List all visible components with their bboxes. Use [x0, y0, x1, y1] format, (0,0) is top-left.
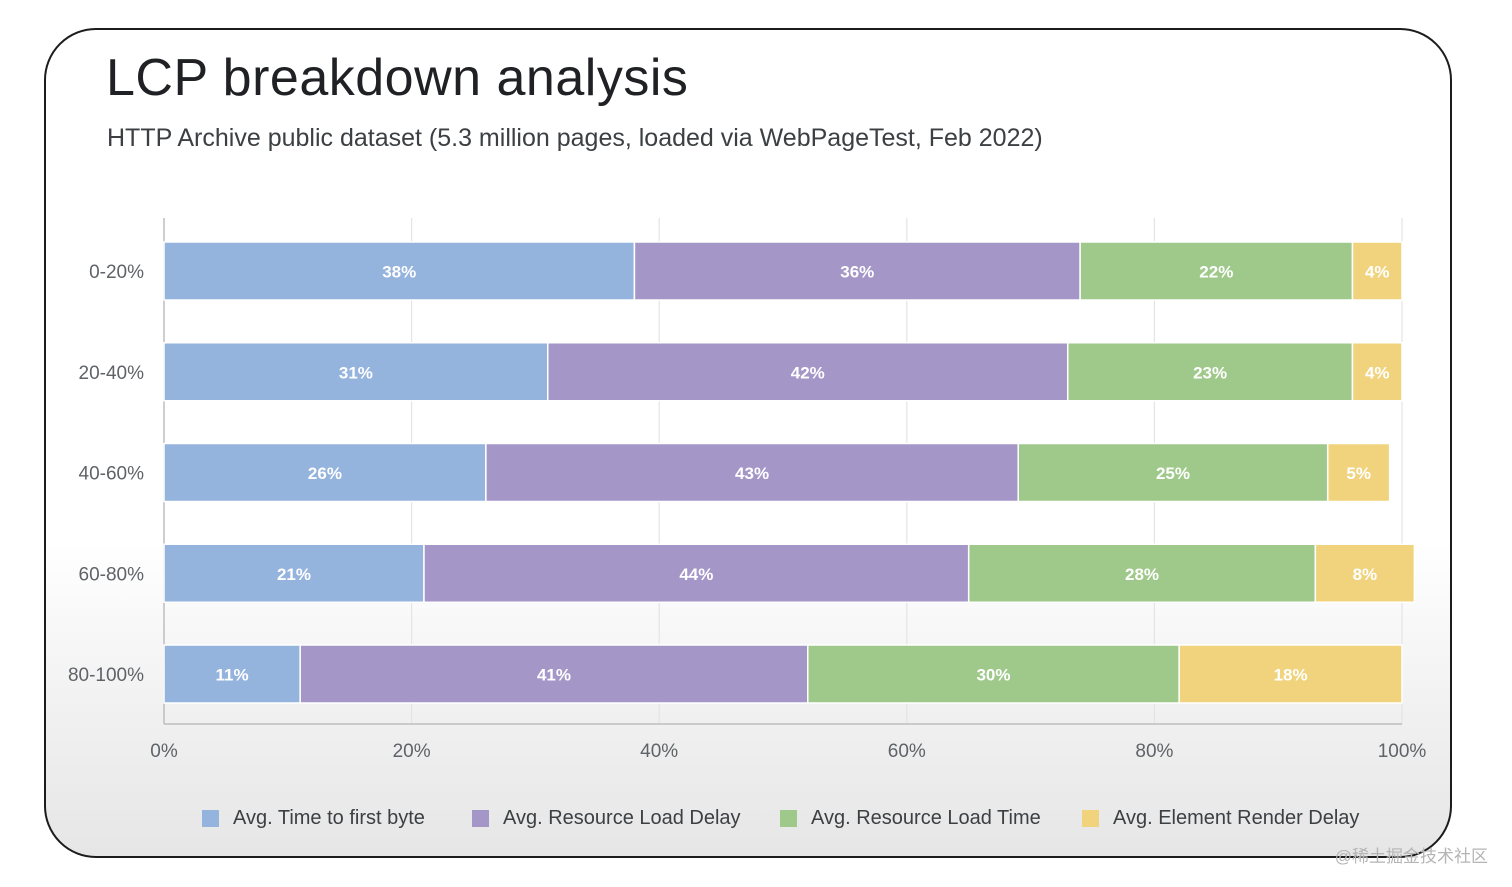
y-tick-label-40-60%: 40-60%	[79, 464, 145, 485]
legend-swatch-load-time	[780, 809, 797, 827]
data-label-render_delay-0-20%: 4%	[1365, 263, 1390, 282]
bar-load_time-40-60%	[1017, 442, 1329, 503]
bar-load_time-60-80%	[967, 543, 1317, 603]
data-label-load_time-40-60%: 25%	[1156, 464, 1190, 483]
bar-ttfb-0-20%	[163, 241, 636, 301]
data-label-ttfb-80-100%: 11%	[216, 666, 249, 685]
chart-subtitle: HTTP Archive public dataset (5.3 million…	[107, 124, 1043, 152]
bar-ttfb-40-60%	[163, 442, 487, 503]
data-label-render_delay-40-60%: 5%	[1346, 464, 1371, 483]
legend-label-load-delay: Avg. Resource Load Delay	[503, 806, 741, 829]
legend-item-load-delay: Avg. Resource Load Delay	[472, 804, 741, 832]
x-tick-label-80: 80%	[1135, 741, 1173, 762]
bar-render_delay-80-100%	[1178, 644, 1403, 704]
y-tick-label-80-100%: 80-100%	[68, 665, 144, 686]
bar-load_time-80-100%	[807, 644, 1180, 704]
watermark-text: @稀土掘金技术社区	[1334, 847, 1488, 866]
bar-render_delay-40-60%	[1326, 442, 1391, 503]
legend-item-render-delay: Avg. Element Render Delay	[1082, 804, 1359, 832]
data-label-ttfb-20-40%: 31%	[339, 363, 373, 382]
legend-swatch-render-delay	[1082, 809, 1099, 827]
data-label-render_delay-60-80%: 8%	[1353, 565, 1378, 584]
bar-render_delay-0-20%	[1351, 241, 1403, 301]
bar-load_delay-20-40%	[547, 342, 1069, 402]
x-tick-label-60: 60%	[888, 741, 926, 762]
data-label-render_delay-20-40%: 4%	[1365, 363, 1390, 382]
bar-load_delay-60-80%	[423, 543, 970, 603]
bar-ttfb-80-100%	[163, 644, 301, 704]
data-label-load_time-80-100%: 30%	[976, 666, 1010, 685]
stacked-bar-chart: 0% 20% 40% 60% 80% 100% 0-20% 38% 36% 22% 4% 20-40%…	[68, 218, 1427, 762]
legend-item-ttfb: Avg. Time to first byte	[202, 804, 425, 832]
data-label-load_time-0-20%: 22%	[1199, 263, 1233, 282]
x-tick-label-100: 100%	[1378, 741, 1427, 762]
y-tick-label-60-80%: 60-80%	[79, 564, 145, 585]
bar-ttfb-20-40%	[163, 342, 549, 402]
bar-load_delay-0-20%	[633, 241, 1081, 301]
data-label-load_delay-80-100%: 41%	[537, 666, 571, 685]
data-label-load_delay-40-60%: 43%	[735, 464, 769, 483]
data-label-ttfb-40-60%: 26%	[308, 464, 342, 483]
data-label-load_time-20-40%: 23%	[1193, 363, 1227, 382]
bar-render_delay-60-80%	[1314, 543, 1416, 603]
bar-load_delay-80-100%	[299, 644, 809, 704]
data-label-load_time-60-80%: 28%	[1125, 565, 1159, 584]
slide-card: LCP breakdown analysis HTTP Archive publ…	[44, 28, 1452, 858]
legend-item-load-time: Avg. Resource Load Time	[780, 804, 1041, 832]
bar-render_delay-20-40%	[1351, 342, 1403, 402]
legend-label-ttfb: Avg. Time to first byte	[233, 806, 425, 829]
bar-ttfb-60-80%	[163, 543, 425, 603]
x-tick-label-20: 20%	[393, 741, 431, 762]
chart-title: LCP breakdown analysis	[106, 49, 689, 107]
data-label-load_delay-0-20%: 36%	[840, 263, 874, 282]
bar-load_delay-40-60%	[485, 442, 1019, 503]
bar-load_time-0-20%	[1079, 241, 1354, 301]
chart-legend: Avg. Time to first byte Avg. Resource Lo…	[46, 804, 1450, 832]
data-label-load_delay-60-80%: 44%	[679, 565, 713, 584]
legend-swatch-load-delay	[472, 809, 489, 827]
legend-label-render-delay: Avg. Element Render Delay	[1113, 806, 1360, 829]
legend-swatch-ttfb	[202, 809, 219, 827]
data-label-render_delay-80-100%: 18%	[1274, 666, 1308, 685]
y-tick-label-20-40%: 20-40%	[79, 363, 145, 384]
x-tick-label-0: 0%	[150, 741, 178, 762]
data-label-ttfb-60-80%: 21%	[277, 565, 311, 584]
data-label-load_delay-20-40%: 42%	[791, 363, 825, 382]
y-tick-label-0-20%: 0-20%	[89, 262, 144, 283]
x-tick-label-40: 40%	[640, 741, 678, 762]
bar-load_time-20-40%	[1066, 342, 1354, 402]
data-label-ttfb-0-20%: 38%	[382, 263, 416, 282]
legend-label-load-time: Avg. Resource Load Time	[811, 806, 1041, 829]
